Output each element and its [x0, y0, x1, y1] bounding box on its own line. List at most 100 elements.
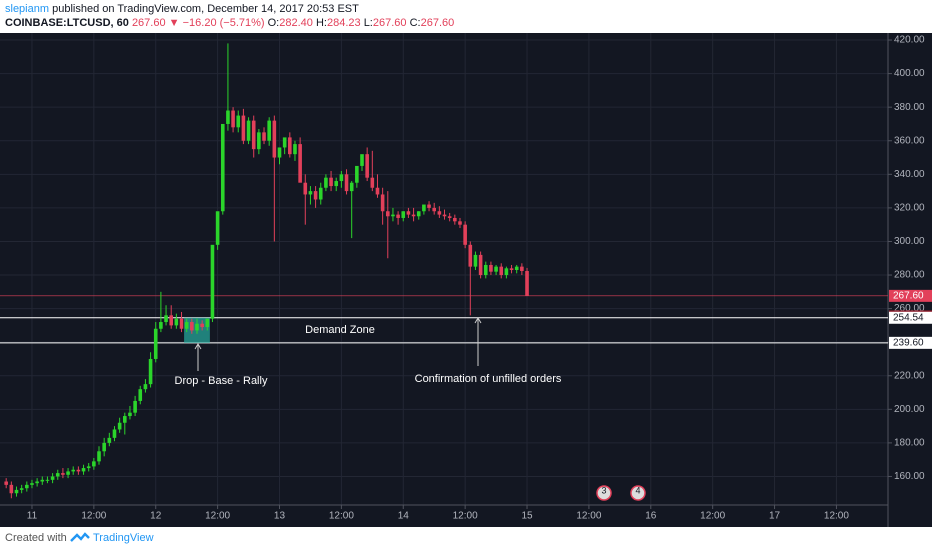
candle-body	[272, 120, 277, 158]
price-label-box	[889, 336, 932, 349]
candle-body	[205, 318, 210, 328]
candle-body	[483, 264, 488, 276]
candle-body	[514, 266, 519, 270]
y-tick-label: 400.00	[894, 68, 925, 79]
candle-body	[277, 147, 282, 158]
candle-body	[117, 422, 122, 430]
candle-body	[102, 442, 106, 452]
candle-body	[107, 437, 112, 443]
ohlc-value: 282.40	[279, 17, 313, 29]
candle-body	[128, 412, 132, 417]
candle-body	[313, 191, 318, 200]
candle-body	[76, 469, 81, 472]
candle-body	[40, 479, 45, 482]
candle-body	[169, 315, 174, 326]
last-price: 267.60	[131, 17, 166, 29]
candle-body	[9, 484, 14, 494]
ohlc: O:282.40 H:284.23 L:267.60 C:267.60	[268, 17, 455, 29]
ohlc-value: 284.23	[326, 17, 361, 29]
x-tick-label: 12:00	[453, 511, 478, 522]
candle-body	[246, 120, 251, 141]
candle-body	[133, 400, 137, 413]
ohlc-label: H:	[315, 17, 327, 29]
price-label: 239.60	[893, 337, 924, 348]
candle-body	[427, 204, 431, 208]
annotation: Drop - Base - Rally	[175, 375, 268, 387]
candle-body	[267, 120, 271, 141]
x-tick-label: 12:00	[824, 511, 849, 522]
candle-body	[370, 177, 375, 188]
candle-body	[251, 120, 256, 150]
candle-body	[334, 181, 339, 187]
ohlc-label: C:	[409, 17, 421, 29]
candle-body	[195, 323, 199, 331]
logo	[70, 532, 90, 542]
candle-body	[231, 110, 235, 128]
candle-body	[401, 211, 406, 218]
candle-body	[344, 174, 349, 192]
candle-body	[432, 207, 437, 212]
x-tick-label: 17	[769, 511, 781, 522]
candle-body	[81, 468, 86, 472]
candle-body	[411, 214, 416, 217]
candle-body	[478, 254, 483, 276]
x-tick-label: 12:00	[81, 511, 106, 522]
candle-body	[318, 187, 323, 200]
chart: 160.00180.00200.00220.00240.00260.00280.…	[0, 33, 932, 527]
publish-line: slepianm published on TradingView.com, D…	[5, 2, 932, 16]
candle-body	[97, 451, 101, 462]
candle-body	[308, 191, 313, 195]
candle-body	[324, 177, 328, 188]
candle-body	[86, 466, 91, 469]
footer: Created with TradingView	[0, 527, 932, 550]
symbol: COINBASE:LTCUSD, 60	[5, 17, 129, 29]
zone-label: Demand Zone	[305, 324, 375, 336]
y-tick-label: 160.00	[894, 471, 925, 482]
candle-body	[55, 473, 60, 477]
candle-body	[355, 165, 359, 183]
candle-body	[298, 144, 302, 183]
candle-body	[164, 315, 168, 323]
candle-body	[4, 481, 8, 485]
y-tick-label: 180.00	[894, 438, 925, 449]
x-tick-label: 15	[521, 511, 533, 522]
header: slepianm published on TradingView.com, D…	[0, 0, 932, 33]
candle-body	[406, 211, 411, 215]
candle-body	[241, 115, 246, 141]
candle-body	[463, 224, 467, 245]
candle-body	[360, 154, 364, 166]
candle-body	[349, 182, 354, 192]
candle-body	[226, 110, 230, 124]
x-tick-label: 12	[150, 511, 162, 522]
y-tick-label: 380.00	[894, 102, 925, 113]
y-tick-label: 340.00	[894, 169, 925, 180]
candle-body	[416, 211, 421, 217]
x-tick-label: 14	[398, 511, 410, 522]
x-tick-label: 12:00	[700, 511, 725, 522]
event-marker	[630, 485, 646, 501]
candle-body	[489, 264, 493, 272]
candle-body	[525, 271, 529, 296]
candle-body	[262, 132, 266, 141]
candle-body	[504, 268, 509, 276]
y-tick-label: 280.00	[894, 270, 925, 281]
change-arrow: ▼	[168, 17, 180, 29]
x-tick-label: 12:00	[329, 511, 354, 522]
candle-body	[148, 358, 153, 385]
candle-body	[293, 144, 297, 155]
candle-body	[112, 429, 117, 438]
created-with: Created with	[5, 532, 67, 544]
y-tick-label: 320.00	[894, 203, 925, 214]
candle-body	[520, 266, 524, 272]
candle-body	[303, 182, 308, 195]
candle-body	[25, 484, 29, 489]
candle-body	[385, 211, 390, 217]
symbol-line: COINBASE:LTCUSD, 60 267.60 ▼ −16.20 (−5.…	[5, 16, 932, 30]
candle-body	[380, 194, 385, 212]
candle-body	[339, 174, 344, 182]
candle-body	[499, 266, 504, 276]
ohlc-label: L:	[363, 17, 373, 29]
x-tick-label: 13	[274, 511, 286, 522]
x-tick-label: 12:00	[576, 511, 601, 522]
